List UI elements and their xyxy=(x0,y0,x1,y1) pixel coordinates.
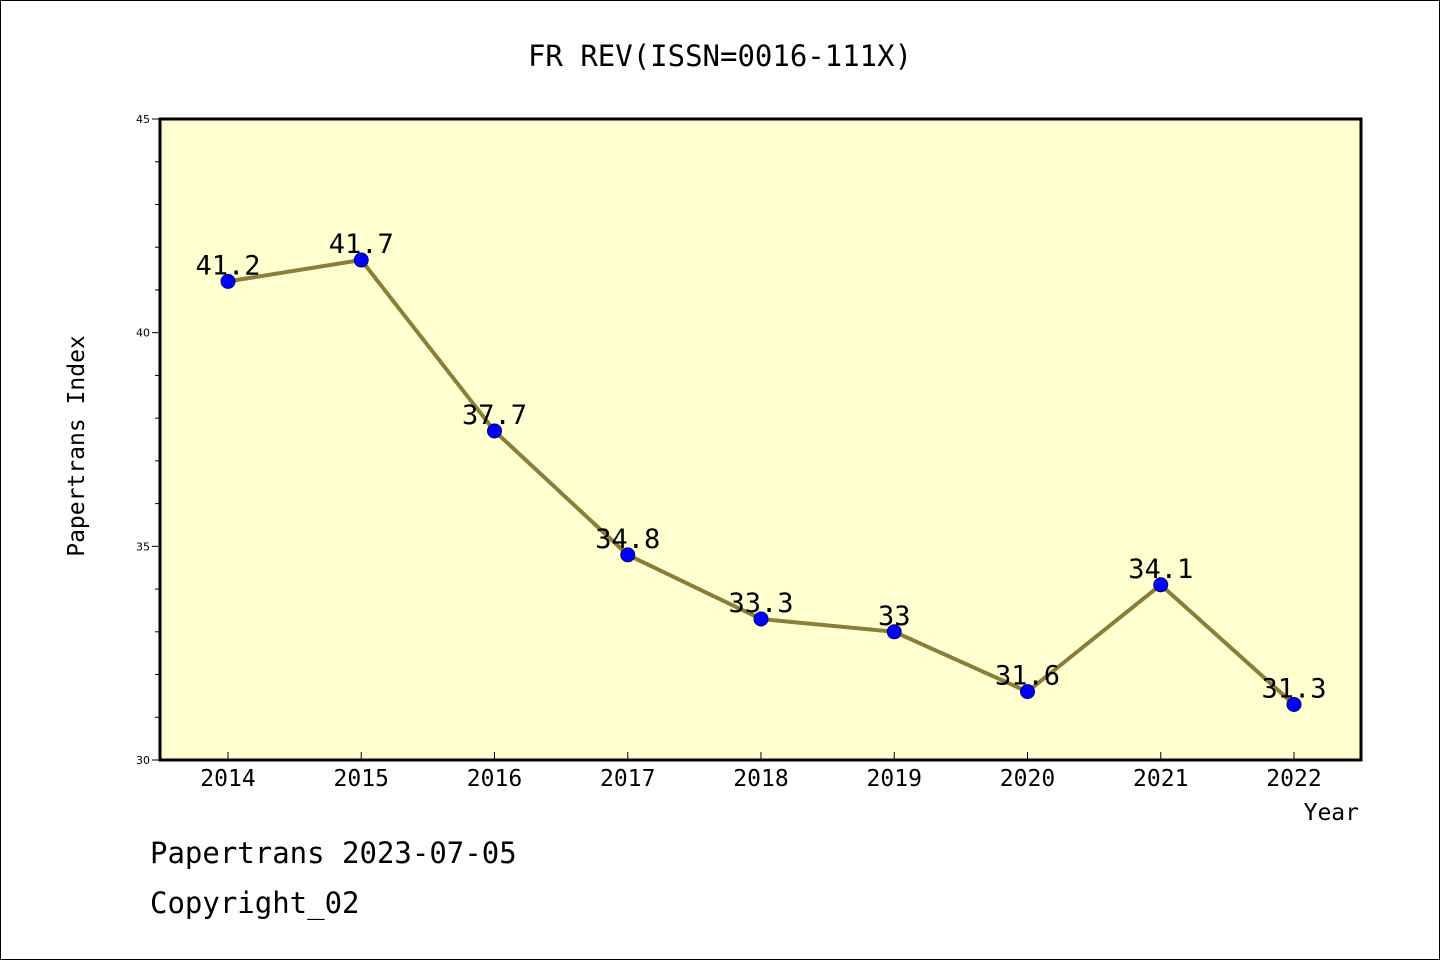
data-point xyxy=(1020,684,1035,700)
y-axis: 30 35 40 45 xyxy=(136,113,160,767)
data-label: 33.3 xyxy=(728,588,793,619)
plot-border xyxy=(158,117,1363,762)
footer-date: Papertrans 2023-07-05 xyxy=(150,836,517,870)
data-label: 41.2 xyxy=(195,250,260,281)
data-label: 41.7 xyxy=(329,229,394,260)
x-tick-label: 2015 xyxy=(334,766,389,792)
y-tick-label: 40 xyxy=(136,327,150,340)
x-axis: 2014 2015 2016 2017 2018 2019 2020 2021 2022 xyxy=(200,752,1322,792)
data-point xyxy=(1153,577,1169,593)
series-line-group: 41.2 41.7 37.7 34.8 33.3 33 31.6 34.1 31.3 xyxy=(195,229,1327,712)
x-tick-label: 2021 xyxy=(1133,766,1188,792)
data-point xyxy=(886,624,902,640)
data-label: 31.6 xyxy=(995,661,1060,692)
data-label: 34.8 xyxy=(595,524,660,555)
data-label: 37.7 xyxy=(462,400,527,431)
y-axis-label: Papertrans Index xyxy=(64,335,90,557)
x-tick-label: 2018 xyxy=(733,766,788,792)
y-tick-label: 35 xyxy=(136,540,150,553)
data-point xyxy=(620,547,636,563)
data-label: 33 xyxy=(878,601,911,632)
data-point xyxy=(1286,696,1302,712)
data-label: 31.3 xyxy=(1261,673,1326,704)
data-point xyxy=(220,273,236,289)
data-label: 34.1 xyxy=(1128,554,1193,585)
data-point xyxy=(753,611,769,627)
chart-title: FR REV(ISSN=0016-111X) xyxy=(528,39,912,73)
x-tick-label: 2014 xyxy=(200,766,255,792)
plot-area xyxy=(160,119,1361,760)
x-tick-label: 2016 xyxy=(467,766,522,792)
x-tick-label: 2022 xyxy=(1266,766,1321,792)
x-tick-label: 2019 xyxy=(867,766,922,792)
x-axis-label: Year xyxy=(1304,800,1359,826)
y-tick-label: 45 xyxy=(136,113,150,126)
x-tick-label: 2017 xyxy=(600,766,655,792)
data-point xyxy=(353,252,369,268)
y-tick-label: 30 xyxy=(136,754,150,767)
footer-copyright: Copyright_02 xyxy=(150,886,360,920)
x-tick-label: 2020 xyxy=(1000,766,1055,792)
data-point xyxy=(487,423,502,439)
